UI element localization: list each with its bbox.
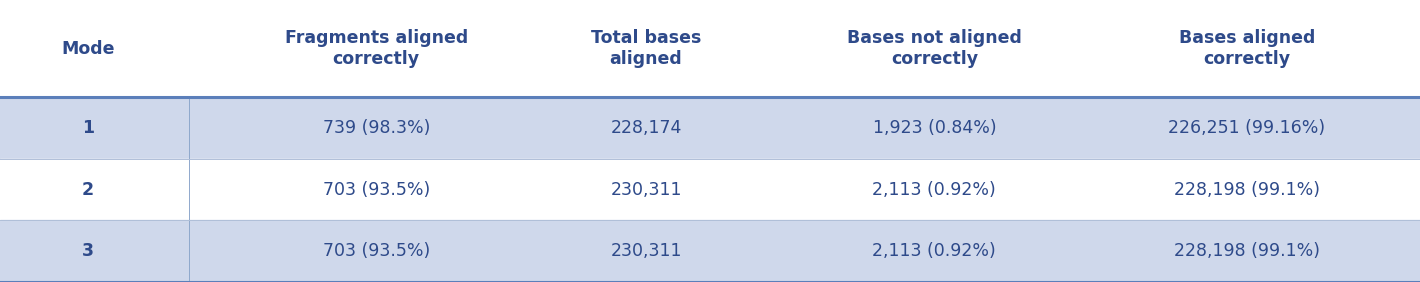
- Bar: [0, 97, 1420, 159]
- Text: Bases aligned
correctly: Bases aligned correctly: [1179, 29, 1315, 69]
- Text: 739 (98.3%): 739 (98.3%): [322, 119, 430, 137]
- Text: 3: 3: [82, 242, 94, 260]
- Text: 2,113 (0.92%): 2,113 (0.92%): [872, 242, 997, 260]
- Text: 2: 2: [82, 181, 94, 199]
- Text: 228,198 (99.1%): 228,198 (99.1%): [1174, 242, 1319, 260]
- Text: Mode: Mode: [61, 40, 115, 58]
- Text: 1: 1: [82, 119, 94, 137]
- Text: 1,923 (0.84%): 1,923 (0.84%): [872, 119, 997, 137]
- Text: Bases not aligned
correctly: Bases not aligned correctly: [846, 29, 1022, 69]
- Text: 230,311: 230,311: [611, 242, 682, 260]
- Text: 228,198 (99.1%): 228,198 (99.1%): [1174, 181, 1319, 199]
- Text: 703 (93.5%): 703 (93.5%): [322, 242, 430, 260]
- Text: 230,311: 230,311: [611, 181, 682, 199]
- Bar: [0, 221, 1420, 282]
- Text: Total bases
aligned: Total bases aligned: [591, 29, 701, 69]
- Text: 226,251 (99.16%): 226,251 (99.16%): [1169, 119, 1325, 137]
- Text: 228,174: 228,174: [611, 119, 682, 137]
- Bar: [0, 159, 1420, 221]
- Text: 2,113 (0.92%): 2,113 (0.92%): [872, 181, 997, 199]
- Bar: [0, 0, 1420, 97]
- Text: 703 (93.5%): 703 (93.5%): [322, 181, 430, 199]
- Text: Fragments aligned
correctly: Fragments aligned correctly: [284, 29, 469, 69]
